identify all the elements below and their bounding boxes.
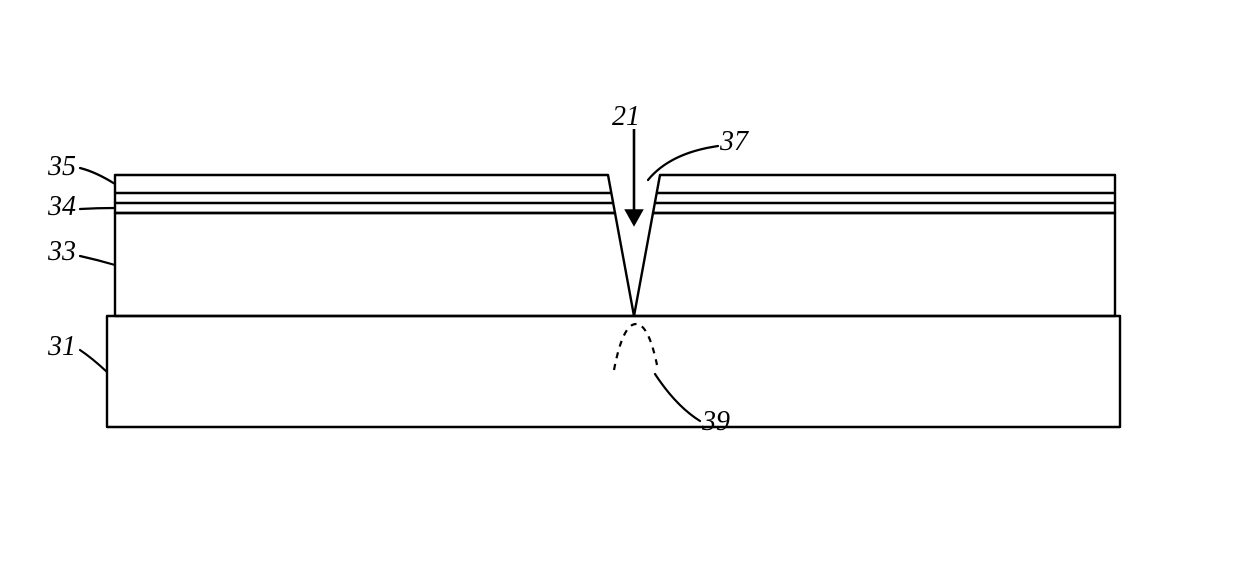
dashed-bump (614, 324, 658, 370)
label-33: 33 (47, 236, 76, 267)
layer-dotted-band (115, 213, 1115, 316)
leader-33 (80, 256, 115, 265)
leader-35 (80, 168, 115, 184)
layer-top-strip-left (115, 175, 611, 193)
layer-black-strip-left (115, 203, 615, 213)
label-21: 21 (612, 101, 640, 132)
leader-34 (80, 208, 115, 209)
label-37: 37 (719, 126, 749, 157)
label-31: 31 (47, 331, 76, 362)
gap-notch-right (655, 193, 657, 203)
label-39: 39 (701, 406, 730, 437)
leader-39 (655, 374, 700, 421)
leader-31 (80, 350, 107, 372)
gap-notch-left (611, 193, 613, 203)
label-34: 34 (47, 191, 76, 222)
layer-black-strip-right (653, 203, 1115, 213)
layer-top-strip-right (657, 175, 1115, 193)
label-35: 35 (47, 151, 76, 182)
layer-substrate (107, 316, 1120, 427)
